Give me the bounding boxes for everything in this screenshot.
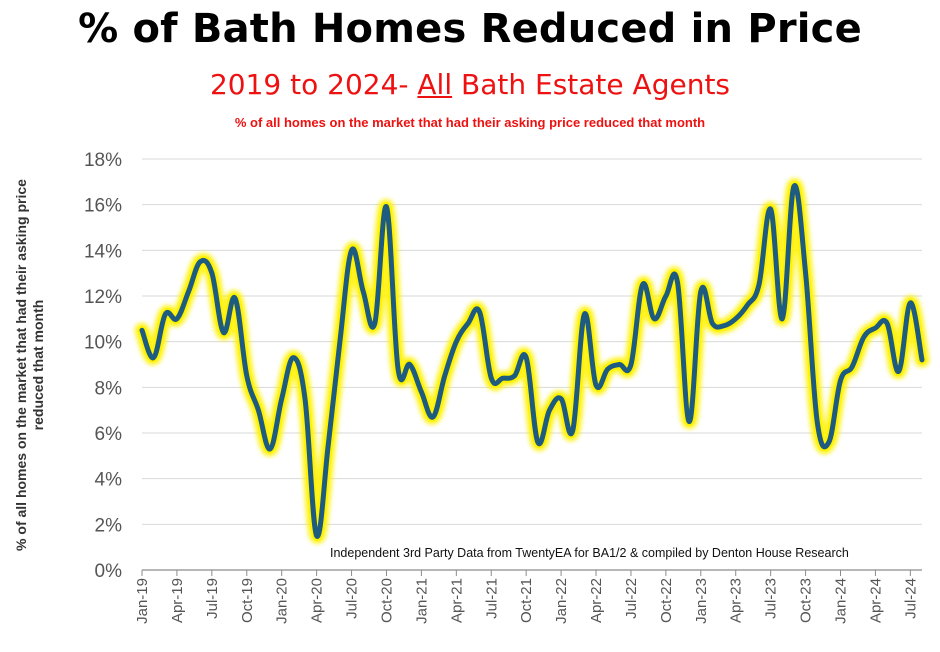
x-tick-label: Apr-20 (309, 578, 326, 623)
series-line (139, 183, 925, 539)
x-tick-label: Jan-22 (553, 578, 570, 624)
subtitle-suffix: Bath Estate Agents (452, 68, 731, 101)
x-tick-label: Jan-24 (833, 578, 850, 624)
source-note: Independent 3rd Party Data from TwentyEA… (330, 546, 849, 560)
y-tick-label: 14% (84, 241, 122, 262)
y-tick-label: 6% (95, 424, 123, 445)
x-tick-label: Oct-22 (658, 578, 675, 623)
x-tick-label: Oct-20 (378, 578, 395, 623)
x-tick-label: Jul-23 (763, 578, 780, 619)
x-tick-label: Oct-21 (518, 578, 535, 623)
y-tick-label: 16% (84, 196, 122, 217)
x-tick-label: Jan-19 (134, 578, 151, 624)
x-tick-label: Apr-19 (169, 578, 186, 623)
subtitle-prefix: 2019 to 2024- (209, 68, 418, 101)
x-tick-label: Apr-22 (588, 578, 605, 623)
x-tick-label: Jul-20 (344, 578, 361, 619)
x-tick-label: Apr-23 (728, 578, 745, 623)
chart-subtitle-2: % of all homes on the market that had th… (234, 115, 706, 130)
y-tick-label: 12% (84, 287, 122, 308)
chart-subtitle: 2019 to 2024- All Bath Estate Agents (0, 68, 940, 101)
y-tick-label: 2% (95, 515, 123, 536)
subtitle-underlined: All (417, 68, 453, 101)
x-tick-labels: Jan-19 Apr-19 Jul-19 Oct-19 Jan-20 Apr-20 Jul-… (134, 570, 919, 624)
y-tick-label: 10% (84, 333, 122, 354)
x-tick-label: Apr-24 (867, 578, 884, 623)
x-tick-label: Jul-22 (623, 578, 640, 619)
y-tick-label: 4% (95, 470, 123, 491)
x-tick-label: Jan-23 (693, 578, 710, 624)
x-tick-label: Jul-19 (204, 578, 221, 619)
x-tick-label: Jan-21 (413, 578, 430, 624)
y-tick-labels: 0% 2% 4% 6% 8% 10% 12% 14% 16% 18% (84, 150, 122, 582)
x-tick-label: Oct-19 (239, 578, 256, 623)
x-tick-label: Jul-24 (902, 578, 919, 619)
y-tick-label: 0% (95, 561, 123, 582)
y-tick-label: 18% (84, 150, 122, 171)
series-lines (134, 178, 930, 544)
y-tick-label: 8% (95, 378, 123, 399)
x-tick-label: Jul-21 (483, 578, 500, 619)
x-tick-label: Oct-23 (798, 578, 815, 623)
x-tick-label: Apr-21 (448, 578, 465, 623)
x-tick-label: Jan-20 (274, 578, 291, 624)
chart-title: % of Bath Homes Reduced in Price (78, 6, 862, 52)
